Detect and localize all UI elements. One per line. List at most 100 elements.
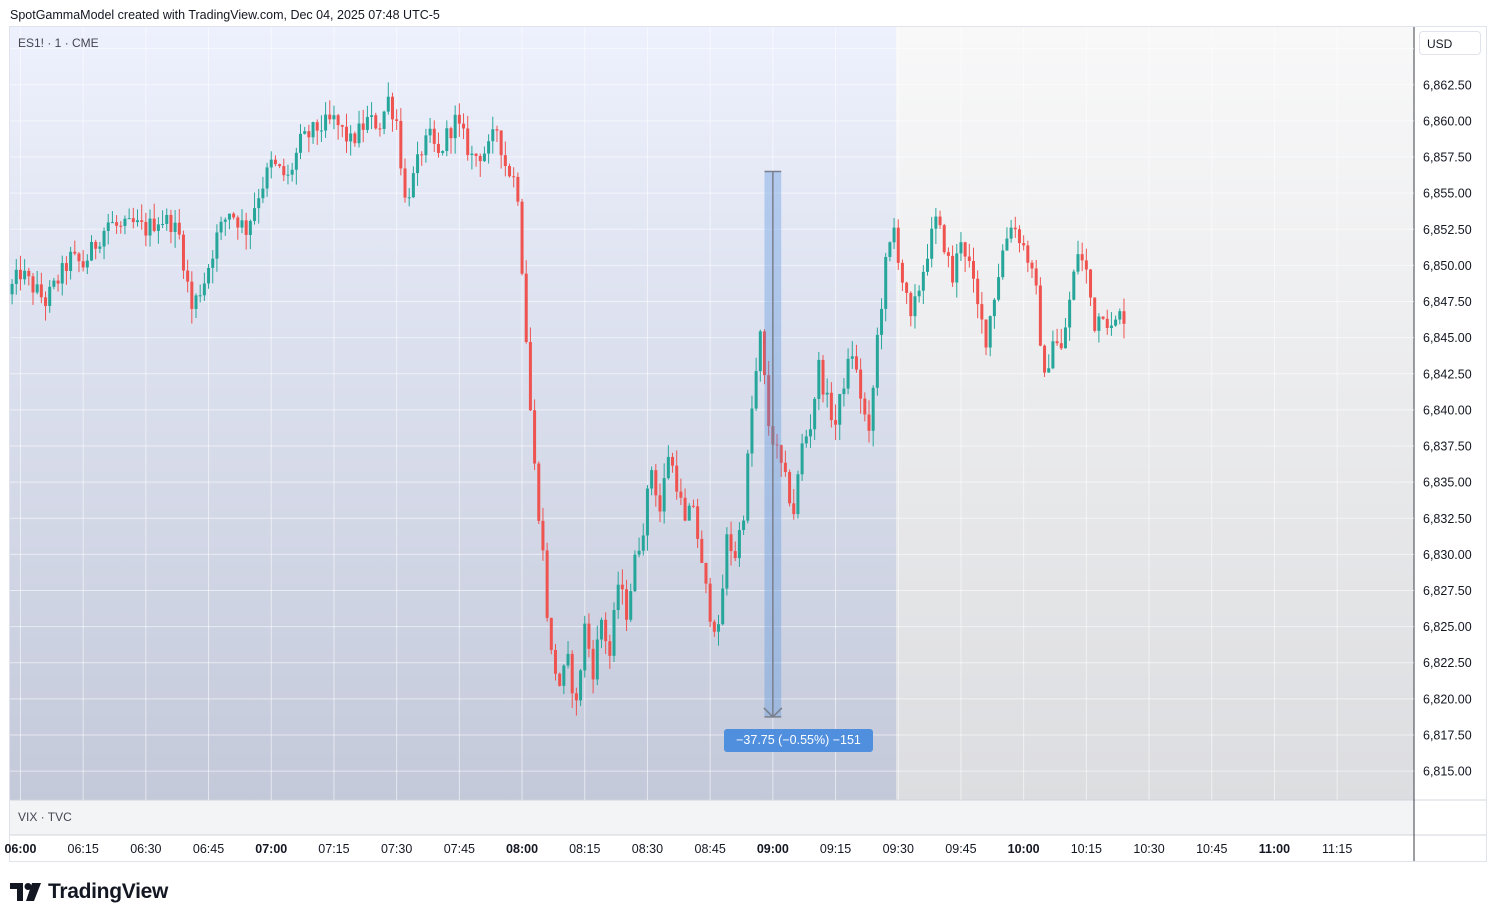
candle-body — [813, 398, 817, 430]
currency-selector[interactable]: USD — [1419, 31, 1481, 55]
candle-body — [344, 126, 348, 142]
candle-body — [115, 222, 119, 226]
candle-body — [503, 155, 507, 167]
candle-body — [39, 284, 43, 298]
candle-body — [395, 119, 399, 121]
candle-body — [424, 135, 428, 156]
candle-body — [562, 665, 566, 686]
candle-body — [934, 216, 938, 229]
candle-body — [487, 141, 491, 154]
x-tick-label: 10:15 — [1071, 842, 1102, 856]
x-tick-label: 11:15 — [1322, 842, 1352, 856]
candle-body — [737, 530, 741, 559]
candle-body — [211, 258, 215, 268]
candle-body — [140, 220, 144, 222]
candle-body — [553, 649, 557, 674]
candle-body — [265, 167, 269, 189]
candle-body — [64, 263, 68, 271]
candle-body — [411, 173, 415, 198]
candle-body — [232, 213, 236, 218]
candle-body — [35, 284, 39, 293]
y-tick-label: 6,857.50 — [1423, 151, 1472, 165]
candle-body — [742, 520, 746, 531]
y-tick-label: 6,822.50 — [1423, 656, 1472, 670]
candle-body — [725, 534, 729, 589]
candle-body — [524, 273, 528, 343]
y-tick-label: 6,847.50 — [1423, 295, 1472, 309]
candle-body — [1072, 271, 1076, 300]
candle-body — [357, 123, 361, 144]
vix-pane[interactable] — [10, 800, 1414, 835]
candle-body — [73, 251, 77, 254]
y-tick-label: 6,852.50 — [1423, 223, 1472, 237]
candle-body — [570, 653, 574, 694]
candle-body — [754, 371, 758, 409]
candle-body — [850, 356, 854, 359]
symbol-label[interactable]: ES1! · 1 · CME — [18, 36, 99, 50]
vix-pane-label[interactable]: VIX · TVC — [18, 810, 72, 824]
candle-body — [729, 534, 733, 552]
candle-body — [307, 131, 311, 138]
candle-body — [566, 653, 570, 666]
candle-body — [959, 242, 963, 254]
candle-body — [696, 506, 700, 539]
candle-body — [399, 120, 403, 169]
candle-body — [478, 155, 482, 162]
candle-body — [746, 453, 750, 521]
candle-body — [520, 201, 524, 274]
y-tick-label: 6,850.00 — [1423, 259, 1472, 273]
candle-body — [416, 154, 420, 174]
candle-body — [482, 153, 486, 162]
x-tick-label: 07:30 — [381, 842, 412, 856]
candle-body — [462, 123, 466, 129]
candle-body — [871, 387, 875, 431]
candle-body — [449, 128, 453, 139]
x-tick-label: 10:30 — [1133, 842, 1164, 856]
y-tick-label: 6,845.00 — [1423, 331, 1472, 345]
candle-body — [336, 115, 340, 126]
candle-body — [495, 129, 499, 131]
candle-body — [909, 292, 913, 317]
candle-body — [441, 151, 445, 153]
candle-body — [94, 241, 98, 249]
tradingview-logo[interactable]: TradingView — [10, 878, 168, 906]
x-tick-label: 07:00 — [255, 842, 287, 856]
candle-body — [248, 221, 252, 235]
y-tick-label: 6,835.00 — [1423, 476, 1472, 490]
candle-body — [390, 96, 394, 120]
candle-body — [892, 227, 896, 243]
candle-body — [691, 505, 695, 507]
candle-body — [90, 241, 94, 261]
candle-body — [152, 218, 156, 231]
candle-body — [1101, 316, 1105, 319]
candle-body — [77, 253, 81, 262]
candle-body — [119, 225, 123, 227]
candle-body — [980, 304, 984, 320]
chart-frame[interactable] — [9, 26, 1487, 862]
candle-body — [299, 133, 303, 153]
y-tick-label: 6,820.00 — [1423, 692, 1472, 706]
candle-body — [658, 495, 662, 512]
candle-body — [955, 253, 959, 283]
candle-body — [18, 269, 22, 280]
candle-body — [31, 276, 35, 293]
candle-body — [926, 258, 930, 272]
candle-body — [386, 96, 390, 112]
y-tick-label: 6,817.50 — [1423, 728, 1472, 742]
candle-body — [762, 331, 766, 376]
candle-body — [687, 505, 691, 521]
candle-body — [81, 261, 85, 268]
candle-body — [1017, 229, 1021, 244]
candle-body — [378, 128, 382, 130]
candle-body — [917, 290, 921, 297]
candle-body — [938, 216, 942, 226]
post-session-background — [896, 27, 1414, 800]
candle-body — [219, 221, 223, 233]
candle-body — [332, 115, 336, 120]
candle-body — [508, 166, 512, 177]
candle-body — [328, 114, 332, 120]
candle-body — [717, 624, 721, 632]
candle-body — [875, 334, 879, 388]
candle-body — [712, 621, 716, 632]
